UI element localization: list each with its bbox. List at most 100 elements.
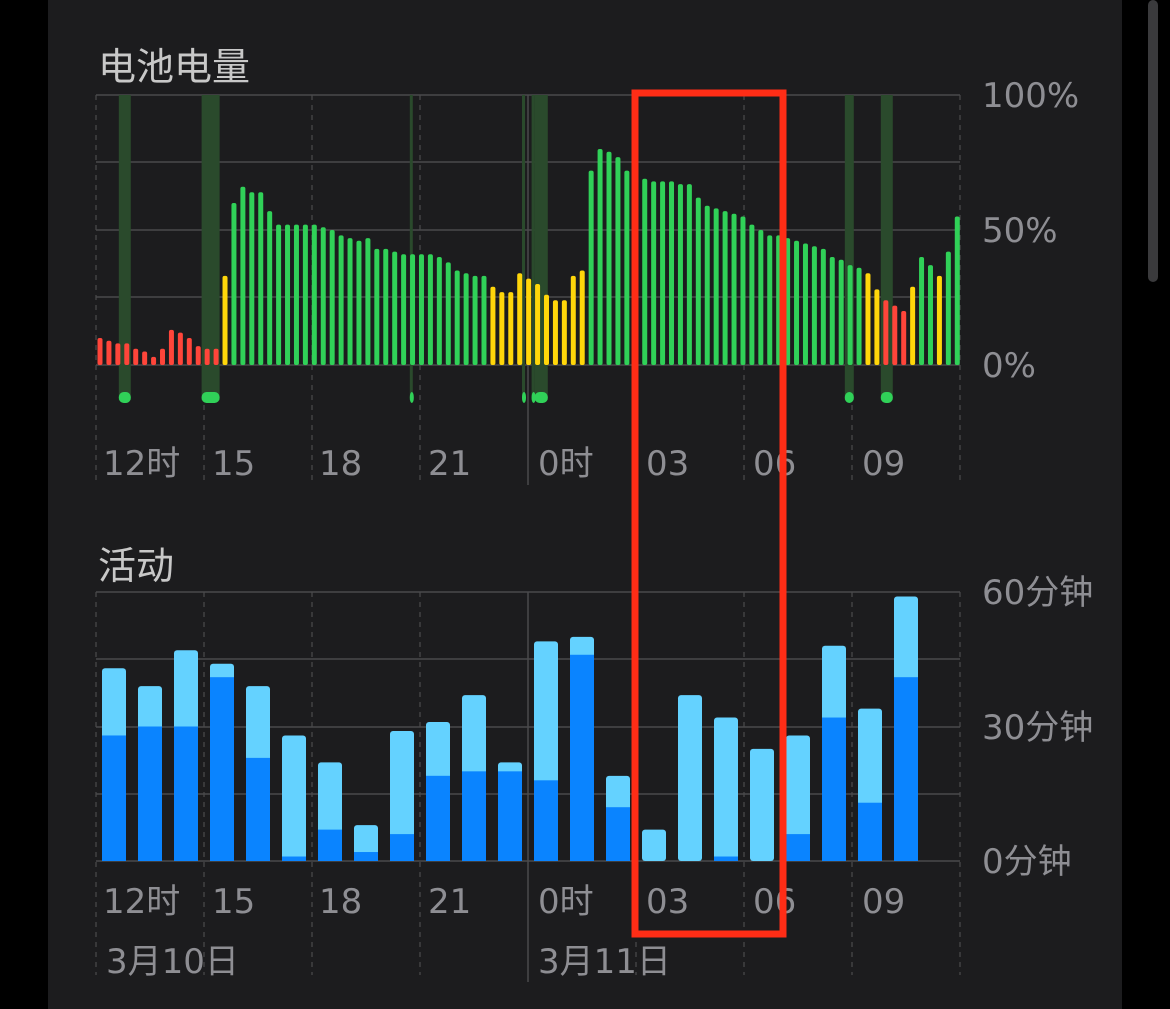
battery-bar bbox=[847, 265, 853, 365]
battery-x-label: 21 bbox=[428, 444, 471, 484]
battery-bar bbox=[186, 338, 192, 365]
battery-bar bbox=[642, 178, 648, 365]
battery-x-label: 0时 bbox=[538, 444, 594, 484]
battery-bar bbox=[695, 197, 701, 365]
battery-bar bbox=[401, 254, 407, 365]
battery-bar bbox=[124, 343, 130, 365]
battery-bar bbox=[731, 213, 737, 365]
battery-bar bbox=[794, 240, 800, 365]
battery-bar bbox=[133, 348, 139, 365]
battery-x-label: 03 bbox=[646, 444, 689, 484]
activity-bar-dark bbox=[282, 856, 306, 861]
charging-dot bbox=[118, 392, 131, 403]
battery-bar bbox=[454, 270, 460, 365]
battery-bar bbox=[463, 273, 469, 365]
battery-x-label: 06 bbox=[753, 444, 796, 484]
battery-bar bbox=[874, 289, 880, 365]
battery-bar bbox=[151, 356, 157, 365]
battery-bar bbox=[758, 230, 764, 365]
battery-bar bbox=[427, 254, 433, 365]
battery-bar bbox=[445, 262, 451, 365]
charging-band bbox=[118, 95, 131, 400]
battery-x-label: 12时 bbox=[103, 444, 180, 484]
activity-bar-dark bbox=[606, 807, 630, 861]
battery-bar bbox=[588, 170, 594, 365]
battery-bar bbox=[570, 275, 576, 365]
charging-dot bbox=[522, 392, 526, 403]
battery-bar bbox=[258, 192, 264, 365]
battery-bar bbox=[374, 248, 380, 365]
battery-bar bbox=[615, 157, 621, 365]
battery-bar bbox=[285, 224, 291, 365]
battery-bar bbox=[508, 292, 514, 365]
battery-bar bbox=[276, 224, 282, 365]
battery-bar bbox=[231, 203, 237, 365]
charging-indicators bbox=[118, 392, 893, 403]
grid-lines bbox=[95, 94, 961, 982]
charging-dot bbox=[201, 392, 220, 403]
charging-band bbox=[522, 95, 525, 400]
activity-title: 活动 bbox=[98, 544, 175, 588]
battery-bar bbox=[749, 224, 755, 365]
battery-bar bbox=[329, 230, 335, 365]
activity-bar-dark bbox=[138, 726, 162, 861]
battery-bar bbox=[660, 181, 666, 365]
battery-title: 电池电量 bbox=[98, 45, 251, 89]
axis-labels: 100% 50% 0% 12时 15 18 21 0时 03 06 09 60分钟 30分钟 0分钟 12时… bbox=[103, 76, 1093, 982]
activity-bar-light bbox=[282, 735, 306, 861]
activity-bars bbox=[102, 596, 918, 861]
scrollbar[interactable] bbox=[1148, 0, 1158, 282]
battery-bar bbox=[436, 257, 442, 365]
battery-bar bbox=[320, 227, 326, 365]
battery-y-label: 0% bbox=[982, 346, 1036, 386]
activity-bar-dark bbox=[246, 757, 270, 861]
battery-bar bbox=[883, 300, 889, 365]
battery-bar bbox=[418, 254, 424, 365]
battery-bar bbox=[240, 186, 246, 365]
battery-bar bbox=[490, 286, 496, 365]
battery-bar bbox=[526, 278, 532, 365]
battery-bar bbox=[552, 300, 558, 365]
activity-bar-light bbox=[714, 717, 738, 861]
battery-bar bbox=[677, 184, 683, 365]
battery-bar bbox=[195, 346, 201, 365]
battery-bar bbox=[856, 267, 862, 365]
battery-x-label: 09 bbox=[862, 444, 905, 484]
activity-x-label: 12时 bbox=[103, 882, 180, 922]
battery-bar bbox=[97, 338, 103, 365]
battery-bar bbox=[740, 216, 746, 365]
charging-band bbox=[531, 95, 535, 400]
battery-bar bbox=[704, 205, 710, 365]
battery-bar bbox=[222, 275, 228, 365]
battery-bar bbox=[168, 329, 174, 365]
activity-x-label: 18 bbox=[319, 882, 362, 922]
battery-bar bbox=[820, 248, 826, 365]
activity-bar-dark bbox=[426, 775, 450, 861]
activity-bar-dark bbox=[318, 829, 342, 861]
battery-bar bbox=[302, 224, 308, 365]
battery-bar bbox=[293, 224, 299, 365]
activity-bar-dark bbox=[210, 677, 234, 861]
activity-bar-dark bbox=[894, 677, 918, 861]
battery-bar bbox=[267, 211, 273, 365]
activity-bar-dark bbox=[390, 834, 414, 861]
battery-bar bbox=[910, 286, 916, 365]
battery-bar bbox=[686, 184, 692, 365]
charging-dot bbox=[409, 392, 414, 403]
battery-bar bbox=[249, 192, 255, 365]
activity-x-label: 21 bbox=[428, 882, 471, 922]
battery-bar bbox=[919, 257, 925, 365]
battery-x-label: 18 bbox=[319, 444, 362, 484]
activity-bar-dark bbox=[174, 726, 198, 861]
highlight-box bbox=[631, 89, 787, 938]
battery-bar bbox=[311, 224, 317, 365]
battery-bar bbox=[115, 343, 121, 365]
battery-bar bbox=[499, 292, 505, 365]
activity-date-label: 3月10日 bbox=[106, 942, 239, 982]
activity-bar-dark bbox=[570, 654, 594, 861]
battery-bar bbox=[579, 270, 585, 365]
battery-bar bbox=[410, 254, 416, 365]
battery-bar bbox=[106, 340, 112, 365]
battery-bar bbox=[472, 275, 478, 365]
